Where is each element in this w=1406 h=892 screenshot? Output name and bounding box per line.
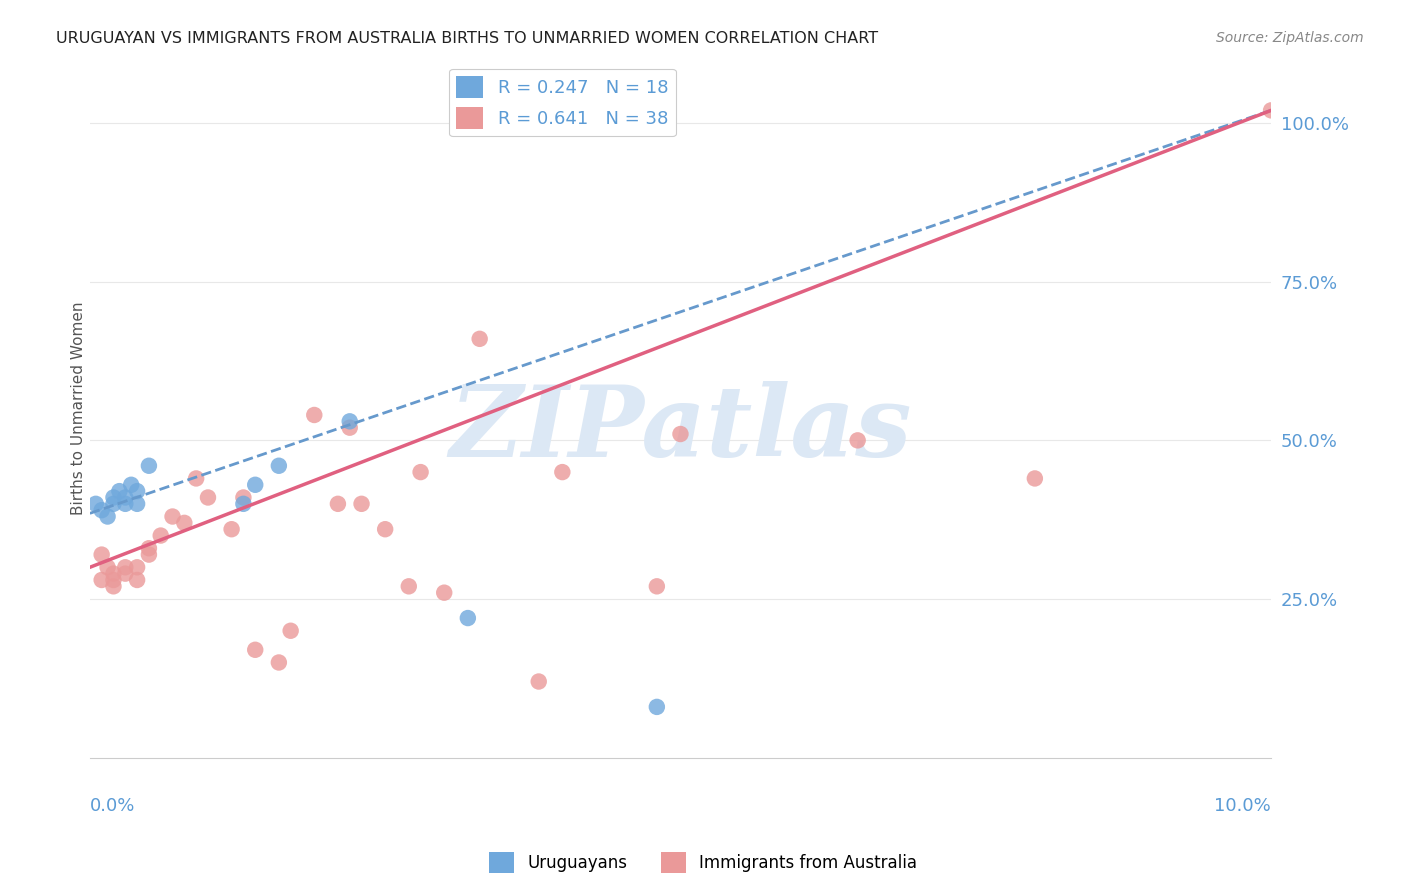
Point	[267, 656, 290, 670]
Point	[221, 522, 243, 536]
Point	[846, 434, 869, 448]
Legend: Uruguayans, Immigrants from Australia: Uruguayans, Immigrants from Australia	[482, 846, 924, 880]
Point	[103, 497, 125, 511]
Point	[97, 560, 120, 574]
Point	[138, 541, 160, 556]
Point	[350, 497, 373, 511]
Point	[645, 699, 668, 714]
Point	[138, 548, 160, 562]
Point	[114, 566, 136, 581]
Point	[374, 522, 396, 536]
Point	[232, 491, 254, 505]
Point	[326, 497, 349, 511]
Point	[339, 420, 361, 434]
Point	[127, 497, 149, 511]
Point	[398, 579, 420, 593]
Point	[103, 566, 125, 581]
Point	[457, 611, 479, 625]
Point	[84, 497, 107, 511]
Point	[304, 408, 326, 422]
Point	[114, 491, 136, 505]
Point	[108, 484, 131, 499]
Point	[127, 560, 149, 574]
Point	[339, 414, 361, 428]
Point	[433, 585, 456, 599]
Y-axis label: Births to Unmarried Women: Births to Unmarried Women	[72, 301, 86, 516]
Point	[103, 579, 125, 593]
Point	[245, 642, 267, 657]
Point	[245, 477, 267, 491]
Legend: R = 0.247   N = 18, R = 0.641   N = 38: R = 0.247 N = 18, R = 0.641 N = 38	[449, 69, 676, 136]
Point	[468, 332, 491, 346]
Text: 0.0%: 0.0%	[90, 797, 135, 814]
Point	[186, 471, 208, 485]
Point	[90, 548, 112, 562]
Point	[162, 509, 184, 524]
Text: 10.0%: 10.0%	[1215, 797, 1271, 814]
Point	[232, 497, 254, 511]
Point	[280, 624, 302, 638]
Point	[103, 573, 125, 587]
Point	[669, 427, 692, 442]
Point	[90, 503, 112, 517]
Point	[645, 579, 668, 593]
Point	[173, 516, 195, 530]
Point	[149, 528, 172, 542]
Point	[1260, 103, 1282, 118]
Point	[197, 491, 219, 505]
Point	[114, 560, 136, 574]
Text: Source: ZipAtlas.com: Source: ZipAtlas.com	[1216, 31, 1364, 45]
Point	[114, 497, 136, 511]
Point	[1024, 471, 1046, 485]
Point	[551, 465, 574, 479]
Point	[138, 458, 160, 473]
Point	[409, 465, 432, 479]
Point	[127, 573, 149, 587]
Point	[97, 509, 120, 524]
Point	[127, 484, 149, 499]
Point	[103, 491, 125, 505]
Text: ZIPatlas: ZIPatlas	[450, 381, 911, 478]
Point	[120, 477, 142, 491]
Text: URUGUAYAN VS IMMIGRANTS FROM AUSTRALIA BIRTHS TO UNMARRIED WOMEN CORRELATION CHA: URUGUAYAN VS IMMIGRANTS FROM AUSTRALIA B…	[56, 31, 879, 46]
Point	[527, 674, 550, 689]
Point	[267, 458, 290, 473]
Point	[90, 573, 112, 587]
